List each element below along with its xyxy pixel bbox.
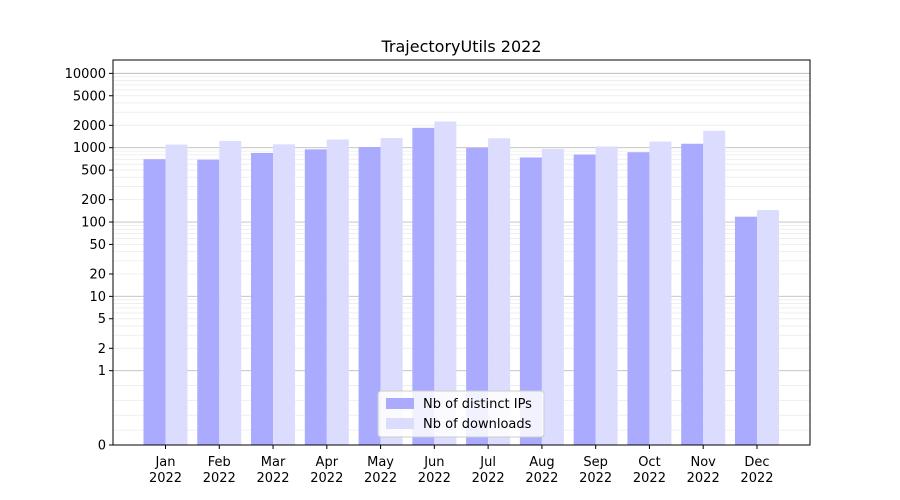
- bar-distinct-ips: [627, 152, 650, 446]
- bar-downloads: [541, 149, 564, 445]
- x-tick-label: Aug 2022: [525, 455, 558, 486]
- x-tick-label: Oct 2022: [633, 455, 666, 486]
- y-tick-label: 100: [81, 216, 106, 231]
- y-axis: 0 1 2 5 10 20 50 100 200 500 1000 2000 5000 10000: [65, 67, 113, 454]
- legend-label: Nb of distinct IPs: [423, 397, 532, 412]
- legend-box: [377, 390, 545, 438]
- bar-downloads: [703, 130, 726, 445]
- bar-downloads: [380, 138, 403, 445]
- x-tick-label: Jul 2022: [472, 455, 505, 486]
- y-tick-label: 1000: [73, 141, 106, 156]
- y-tick-label: 200: [81, 193, 106, 208]
- bar-distinct-ips: [681, 143, 704, 445]
- bar-distinct-ips: [251, 152, 274, 445]
- bar-downloads: [595, 146, 618, 445]
- bar-distinct-ips: [573, 154, 596, 445]
- x-tick-label: Dec 2022: [740, 455, 773, 486]
- bar-distinct-ips: [466, 147, 489, 445]
- bar-downloads: [326, 139, 349, 445]
- x-tick-label: Jun 2022: [418, 455, 451, 486]
- x-tick-label: Feb 2022: [203, 455, 236, 486]
- bars: [143, 121, 779, 446]
- plot-frame: [112, 59, 811, 446]
- legend-swatch: [386, 418, 414, 429]
- legend: Nb of distinct IPs Nb of downloads: [377, 390, 545, 438]
- y-tick-label: 5: [98, 312, 106, 327]
- bar-downloads: [488, 138, 511, 445]
- y-tick-label: 10: [89, 290, 106, 305]
- bar-downloads: [273, 144, 296, 445]
- bar-downloads: [649, 141, 672, 445]
- y-tick-label: 5000: [73, 89, 106, 104]
- y-tick-label: 2: [98, 342, 106, 357]
- legend-swatch: [386, 398, 414, 409]
- x-tick-label: Apr 2022: [310, 455, 343, 486]
- bar-distinct-ips: [412, 127, 435, 446]
- y-tick-label: 10000: [65, 67, 106, 82]
- bar-distinct-ips: [143, 159, 166, 445]
- y-tick-label: 0: [98, 439, 106, 454]
- x-tick-label: Jan 2022: [149, 455, 182, 486]
- bar-distinct-ips: [197, 159, 220, 446]
- x-tick-label: Sep 2022: [579, 455, 612, 486]
- chart-title: TrajectoryUtils 2022: [380, 37, 541, 56]
- bar-distinct-ips: [304, 149, 327, 445]
- y-tick-label: 500: [81, 164, 106, 179]
- bar-distinct-ips: [358, 147, 381, 445]
- bar-downloads: [219, 141, 242, 445]
- bar-downloads: [165, 144, 188, 445]
- y-tick-label: 50: [89, 238, 106, 253]
- bar-downloads: [756, 210, 779, 445]
- legend-label: Nb of downloads: [423, 417, 532, 432]
- x-tick-label: May 2022: [364, 455, 397, 486]
- y-tick-label: 20: [89, 267, 106, 282]
- bar-distinct-ips: [734, 216, 757, 445]
- x-axis: Jan 2022 Feb 2022 Mar 2022 Apr 2022 May 2022 Jun 20…: [149, 445, 774, 486]
- y-tick-label: 1: [98, 364, 106, 379]
- bar-distinct-ips: [519, 157, 542, 445]
- y-tick-label: 2000: [73, 119, 106, 134]
- x-tick-label: Mar 2022: [256, 455, 289, 486]
- bar-downloads: [434, 121, 457, 445]
- x-tick-label: Nov 2022: [687, 455, 720, 486]
